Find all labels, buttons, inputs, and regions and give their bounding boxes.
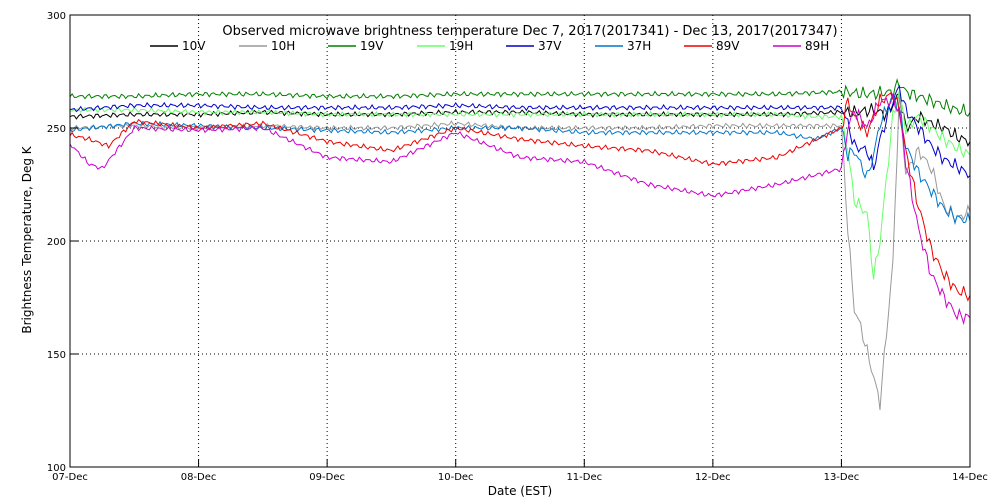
x-axis: 07-Dec 08-Dec 09-Dec 10-Dec 11-Dec 12-Dec 13-D… [52, 459, 988, 483]
series-line-89h [69, 93, 971, 326]
y-tick-label: 250 [47, 124, 66, 135]
y-axis: 100 150 200 250 300 [47, 11, 78, 474]
x-tick-label: 09-Dec [309, 472, 345, 483]
legend-label-37h: 37H [627, 39, 651, 53]
x-axis-label: Date (EST) [488, 484, 552, 498]
x-tick-label: 08-Dec [181, 472, 217, 483]
x-tick-label: 07-Dec [52, 472, 88, 483]
series-line-19v [69, 77, 971, 117]
series-lines [69, 77, 971, 411]
x-tick-label: 14-Dec [952, 472, 988, 483]
legend-label-37v: 37V [538, 39, 562, 53]
legend-label-19h: 19H [449, 39, 473, 53]
legend-label-10v: 10V [182, 39, 206, 53]
x-tick-label: 12-Dec [695, 472, 731, 483]
x-tick-label: 13-Dec [824, 472, 860, 483]
grid-lines [70, 15, 970, 467]
y-tick-label: 100 [47, 463, 66, 474]
legend-label-89h: 89H [805, 39, 829, 53]
y-tick-label: 300 [47, 11, 66, 22]
series-line-89v [69, 92, 971, 302]
legend-label-89v: 89V [716, 39, 740, 53]
legend-label-10h: 10H [271, 39, 295, 53]
legend-label-19v: 19V [360, 39, 384, 53]
x-tick-label: 11-Dec [566, 472, 602, 483]
y-tick-label: 150 [47, 350, 66, 361]
series-line-19h [69, 90, 971, 280]
y-tick-label: 200 [47, 237, 66, 248]
series-line-10v [69, 92, 971, 147]
x-tick-label: 10-Dec [438, 472, 474, 483]
chart-title: Observed microwave brightness temperatur… [222, 24, 837, 39]
legend: 10V 10H 19V 19H 37V 37H 89V 89H [150, 39, 829, 53]
series-line-37v [69, 84, 971, 179]
y-axis-label: Brightness Temperature, Deg K [20, 145, 34, 333]
